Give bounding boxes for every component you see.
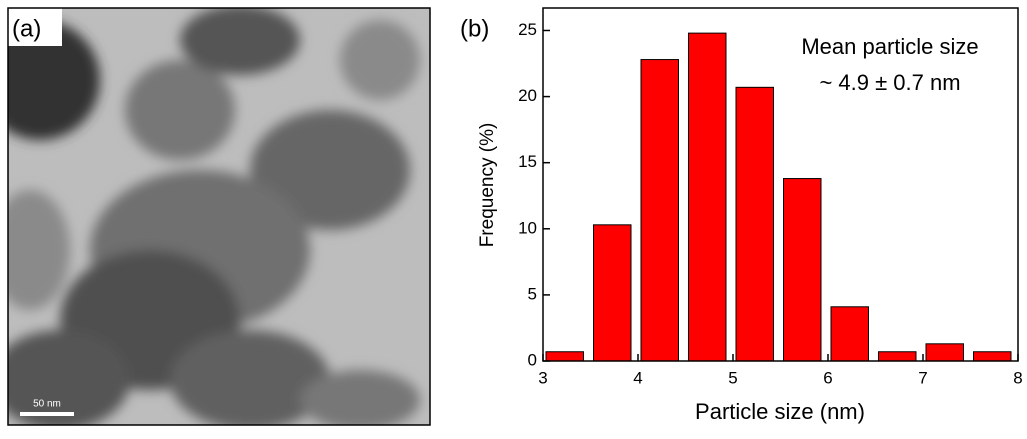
panel-label: (a) (12, 15, 41, 42)
bar (973, 351, 1012, 362)
panel-label: (b) (460, 15, 489, 42)
y-axis-label: Frequency (%) (477, 123, 498, 248)
x-tick-label: 3 (538, 368, 547, 387)
annotation: ~ 4.9 ± 0.7 nm (819, 70, 960, 95)
scale-bar-label: 50 nm (33, 399, 61, 410)
bar (545, 351, 584, 362)
tem-image: 50 nm (a) (8, 8, 430, 425)
x-tick-label: 4 (633, 368, 642, 387)
bar (640, 59, 679, 362)
y-tick-label: 10 (518, 218, 537, 237)
y-tick-label: 15 (518, 152, 537, 171)
bar (593, 224, 632, 362)
x-tick-label: 8 (1013, 368, 1022, 387)
y-tick-label: 0 (528, 350, 537, 369)
annotation: Mean particle size (801, 34, 978, 59)
bar (783, 178, 822, 362)
bar (830, 306, 869, 362)
bar (735, 86, 774, 362)
plot-frame (542, 7, 1019, 362)
x-tick-label: 6 (823, 368, 832, 387)
image-border (7, 7, 431, 426)
y-tick-label: 20 (518, 86, 537, 105)
x-tick-label: 5 (728, 368, 737, 387)
x-tick-label: 7 (918, 368, 927, 387)
y-tick-label: 5 (528, 284, 537, 303)
bar (878, 351, 917, 362)
x-axis-label: Particle size (nm) (695, 399, 865, 424)
bar (688, 32, 727, 362)
bar (925, 343, 964, 362)
y-tick-label: 25 (518, 20, 537, 39)
